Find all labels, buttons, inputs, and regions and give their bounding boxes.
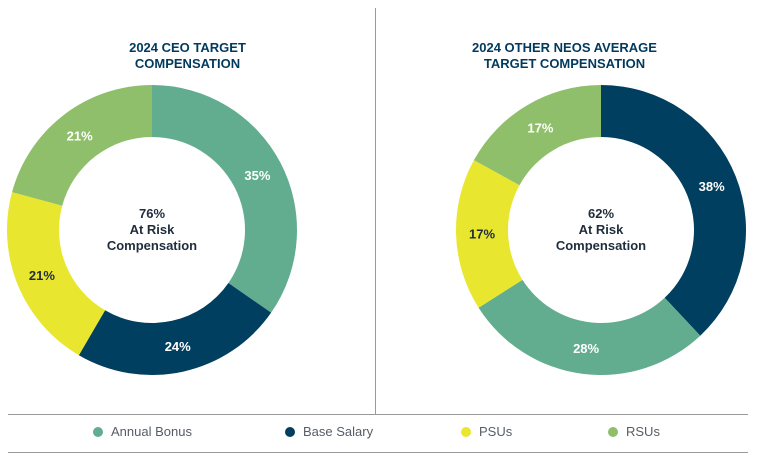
donut-1-label-psus: 17% [469,227,495,242]
donut-0-slice-annual-bonus [152,85,297,313]
neo-chart-panel: 2024 OTHER NEOS AVERAGE TARGET COMPENSAT… [377,0,752,415]
donut-0-slice-rsus [12,85,153,206]
donut-1-label-annual-bonus: 28% [573,341,599,356]
neo-title-line-1: 2024 OTHER NEOS AVERAGE [472,40,657,55]
donut-1-label-rsus: 17% [527,121,553,136]
donut-0-label-annual-bonus: 35% [244,168,270,183]
legend-dot-psus [461,426,471,437]
legend-dot-rsus [608,426,618,437]
legend-item-base-salary: Base Salary [285,424,373,439]
legend-item-rsus: RSUs [608,424,660,439]
ceo-chart-title: 2024 CEO TARGET COMPENSATION [0,40,375,72]
donut-1-slice-base-salary [601,85,746,336]
legend-label-base-salary: Base Salary [303,424,374,439]
neo-chart-title: 2024 OTHER NEOS AVERAGE TARGET COMPENSAT… [377,40,752,72]
donut-1-slice-annual-bonus [478,279,701,375]
donut-1-label-base-salary: 38% [699,179,725,194]
donut-0-slice-base-salary [78,283,272,375]
donut-0-label-base-salary: 24% [165,339,191,354]
ceo-chart-panel: 2024 CEO TARGET COMPENSATION 35% 24% 21% 21… [0,0,375,415]
ceo-title-line-1: 2024 CEO TARGET [129,40,246,55]
donut-1-slice-psus [456,160,523,308]
legend: Annual Bonus Base Salary PSUs RSUs [0,424,774,442]
legend-label-annual-bonus: Annual Bonus [111,424,192,439]
legend-top-rule [8,414,748,415]
legend-item-psus: PSUs [461,424,512,439]
donut-0-center-line-1: 76% [139,206,165,221]
donut-0-slice-psus [6,192,106,356]
donut-1-center-line-1: 62% [588,206,614,221]
ceo-title-line-2: COMPENSATION [134,56,241,71]
legend-label-psus: PSUs [479,424,513,439]
donut-0-label-psus: 21% [29,268,55,283]
legend-bottom-rule [8,452,748,453]
legend-item-annual-bonus: Annual Bonus [93,424,192,439]
donut-1-center-line-3: Compensation [556,238,646,253]
donut-1-center-line-2: At Risk [579,222,625,237]
legend-dot-base-salary [285,426,295,437]
legend-dot-annual-bonus [93,426,103,437]
donut-0-label-rsus: 21% [67,128,93,143]
legend-label-rsus: RSUs [626,424,660,439]
vertical-divider [375,8,376,415]
donut-1-slice-rsus [473,85,601,186]
neo-title-line-2: TARGET COMPENSATION [483,56,646,71]
donut-0-center-line-2: At Risk [130,222,176,237]
donut-0-center-line-3: Compensation [107,238,197,253]
